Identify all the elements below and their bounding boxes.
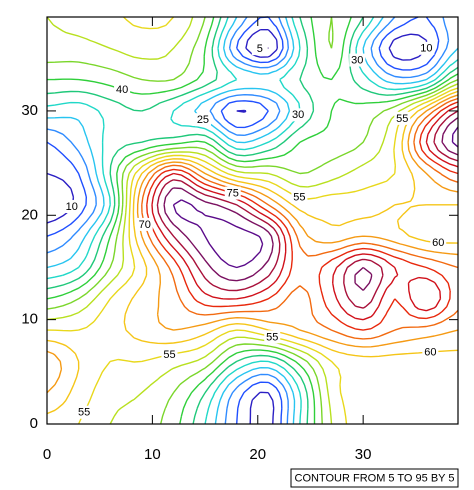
contour-label: 10 [420, 43, 432, 55]
contour-line [146, 101, 459, 331]
x-tick-label: 20 [249, 446, 266, 463]
contour-line [46, 16, 459, 425]
contour-line [46, 16, 459, 425]
contour-line [46, 16, 459, 425]
contour-label-bg [290, 108, 307, 122]
contour-line [46, 16, 440, 425]
contour-label-bg [394, 111, 411, 125]
contour-label-bg [418, 41, 435, 55]
contour-line [163, 117, 459, 291]
contour-label: 55 [163, 349, 175, 361]
contour-label-bg [430, 236, 447, 250]
x-tick-label: 10 [144, 446, 161, 463]
contour-label-bg [114, 82, 131, 96]
plot-frame [46, 16, 459, 425]
y-tick-label: 30 [21, 102, 38, 119]
y-tick-label: 10 [21, 311, 38, 328]
contour-label-bg [264, 330, 281, 344]
contour-label-bg [422, 345, 439, 359]
contour-label-bg [349, 53, 366, 67]
contour-label: 55 [293, 192, 305, 204]
contour-label: 40 [116, 84, 128, 96]
contour-label: 30 [351, 54, 363, 66]
contour-label-bg [136, 217, 153, 231]
contour-label: 25 [197, 114, 209, 126]
contour-label-bg [76, 405, 93, 419]
contour-line [46, 16, 459, 425]
contour-line [172, 126, 459, 269]
contour-label: 75 [227, 187, 239, 199]
x-tick-label: 30 [355, 446, 372, 463]
y-tick-label: 0 [30, 415, 38, 432]
contour-line [141, 97, 459, 340]
contour-label: 60 [432, 237, 444, 249]
contour-label-bg [224, 186, 241, 200]
contour-label-bg [251, 42, 268, 56]
info-label: CONTOUR FROM 5 TO 95 BY 5 [295, 472, 455, 484]
contour-line [46, 16, 459, 425]
contour-label: 70 [139, 219, 151, 231]
contour-label-bg [161, 348, 178, 362]
contour-line [46, 90, 459, 415]
contour-label: 55 [78, 407, 90, 419]
contour-line [46, 94, 459, 394]
contour-label: 30 [292, 109, 304, 121]
contour-label: 60 [424, 346, 436, 358]
contour-label-bg [291, 190, 308, 204]
contour-line [46, 16, 459, 425]
y-tick-label: 20 [21, 206, 38, 223]
contour-label: 55 [266, 331, 278, 343]
contour-line [156, 110, 459, 309]
contour-line [46, 16, 450, 425]
contour-label: 55 [396, 113, 408, 125]
contour-label: 5 [257, 43, 263, 55]
contour-label: 10 [66, 201, 78, 213]
contour-labels: 5 10 10 25 30 30 40 55 55 55 55 55 60 60 70 75 [63, 41, 447, 419]
info-box [290, 468, 459, 488]
contour-label-bg [63, 200, 80, 214]
x-tick-label: 0 [43, 446, 51, 463]
contours [46, 16, 459, 425]
contour-label-bg [194, 113, 211, 127]
